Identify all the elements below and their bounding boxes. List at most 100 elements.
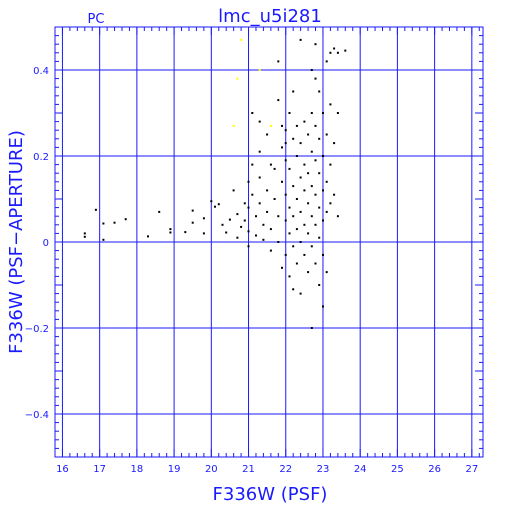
- data-point: [266, 189, 269, 192]
- x-tick-label: 23: [317, 464, 330, 475]
- axis-ticks: 16 17 18 19 20 21 22 23 24 25 26 27 −0.4 −0.2 0 0.2 0.4: [25, 26, 483, 475]
- data-point: [221, 223, 224, 226]
- data-point: [333, 142, 336, 145]
- data-point: [310, 185, 313, 188]
- data-point: [247, 180, 250, 183]
- x-tick-label: 20: [205, 464, 218, 475]
- data-point: [307, 133, 310, 136]
- data-point: [281, 124, 283, 127]
- y-axis-label: F336W (PSF−APERTURE): [6, 130, 27, 354]
- data-point: [325, 180, 328, 183]
- data-point: [325, 60, 328, 63]
- corner-label: PC: [88, 12, 105, 27]
- data-point: [314, 159, 317, 162]
- data-point: [307, 202, 310, 205]
- data-point: [299, 241, 302, 243]
- data-point: [202, 232, 205, 235]
- x-tick-label: 16: [56, 464, 69, 475]
- data-point: [281, 266, 283, 269]
- data-point: [336, 215, 339, 218]
- data-point: [295, 198, 298, 200]
- data-point: [295, 228, 298, 231]
- data-point: [251, 193, 254, 196]
- y-tick-label: −0.4: [25, 410, 49, 421]
- data-point: [284, 193, 287, 196]
- data-point: [303, 223, 306, 226]
- data-point: [243, 219, 246, 222]
- x-tick-label: 27: [465, 464, 478, 475]
- data-point: [240, 225, 243, 228]
- data-point: [169, 231, 172, 234]
- data-point: [284, 142, 287, 145]
- data-point: [299, 38, 302, 41]
- data-point: [158, 210, 161, 213]
- data-point: [310, 327, 313, 329]
- y-tick-label: −0.2: [25, 324, 49, 335]
- data-point: [228, 218, 231, 221]
- y-tick-label: 0.2: [33, 152, 49, 163]
- x-tick-label: 24: [354, 464, 367, 475]
- data-point: [307, 232, 310, 235]
- data-point: [322, 112, 324, 114]
- data-point: [266, 210, 269, 213]
- data-point: [217, 203, 220, 206]
- data-point: [322, 189, 324, 192]
- grid: [55, 27, 483, 457]
- data-point: [310, 215, 313, 218]
- data-point: [318, 137, 321, 140]
- data-point: [243, 202, 246, 205]
- data-point: [336, 51, 339, 54]
- data-point: [303, 189, 306, 192]
- data-point: [303, 163, 306, 166]
- data-point: [310, 112, 313, 114]
- data-point: [247, 245, 250, 248]
- data-point: [258, 150, 261, 153]
- data-point: [314, 262, 317, 265]
- data-point: [333, 47, 336, 50]
- data-point: [322, 305, 324, 308]
- data-point: [269, 249, 272, 252]
- data-point: [277, 99, 280, 102]
- y-tick-label: 0.4: [33, 66, 49, 77]
- data-point: [310, 150, 313, 153]
- data-point: [329, 163, 332, 166]
- data-point: [273, 198, 276, 200]
- data-point: [314, 124, 317, 127]
- data-point: [318, 172, 321, 175]
- data-point: [299, 292, 302, 295]
- data-point: [266, 133, 269, 136]
- data-point: [288, 206, 291, 209]
- data-point: [83, 235, 86, 238]
- data-point: [307, 172, 310, 175]
- data-point: [292, 185, 295, 188]
- data-point: [325, 210, 328, 213]
- data-point: [292, 288, 295, 291]
- data-point: [240, 38, 243, 41]
- data-point: [333, 193, 336, 196]
- data-point: [310, 69, 313, 71]
- data-point: [236, 236, 239, 239]
- data-point: [284, 219, 287, 222]
- data-point: [322, 155, 324, 157]
- data-point: [124, 218, 127, 221]
- data-point: [318, 284, 321, 286]
- data-point: [277, 60, 280, 63]
- data-point: [288, 232, 291, 235]
- data-point: [83, 232, 86, 235]
- x-tick-label: 21: [242, 464, 255, 475]
- data-point: [94, 208, 97, 211]
- data-point: [191, 209, 194, 212]
- data-point: [284, 159, 287, 162]
- data-point: [329, 103, 332, 106]
- data-point: [314, 43, 317, 46]
- data-point: [288, 275, 291, 278]
- data-point: [314, 77, 317, 80]
- data-point: [251, 112, 254, 114]
- data-point: [329, 202, 332, 205]
- data-point: [303, 253, 306, 256]
- data-point: [191, 221, 194, 224]
- data-point: [277, 215, 280, 218]
- y-tick-label: 0: [43, 238, 49, 249]
- data-point: [236, 213, 239, 216]
